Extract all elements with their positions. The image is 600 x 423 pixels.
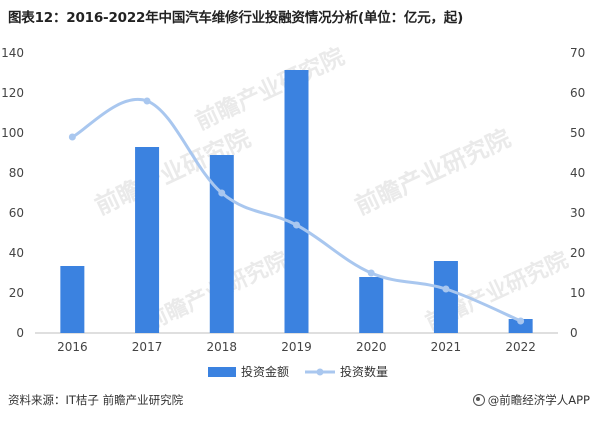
x-tick-label: 2017 — [132, 340, 163, 354]
y-left-tick-label: 60 — [9, 206, 24, 220]
y-right-tick-label: 40 — [570, 166, 585, 180]
y-right-tick-label: 20 — [570, 246, 585, 260]
x-tick-label: 2022 — [505, 340, 536, 354]
y-right-tick-label: 70 — [570, 46, 585, 60]
bar — [60, 266, 85, 333]
legend-bar-swatch — [208, 367, 236, 377]
chart-title: 图表12：2016-2022年中国汽车维修行业投融资情况分析(单位：亿元，起) — [8, 10, 464, 26]
bar — [433, 261, 458, 333]
y-right-tick-label: 60 — [570, 86, 585, 100]
watermark-text: 前瞻产业研究院 — [191, 43, 348, 136]
watermark-text: 前瞻产业研究院 — [351, 124, 515, 220]
brand-logo-icon — [472, 394, 485, 406]
line-point — [293, 221, 300, 229]
line-point — [218, 189, 226, 197]
bar — [135, 147, 160, 333]
legend-line-label: 投资数量 — [340, 364, 388, 379]
x-tick-label: 2016 — [57, 340, 88, 354]
y-left-tick-label: 20 — [9, 286, 24, 300]
legend: 投资金额 投资数量 — [208, 364, 388, 379]
line-point — [143, 97, 151, 105]
x-tick-label: 2018 — [207, 340, 238, 354]
bar — [508, 319, 533, 333]
y-left-tick-label: 40 — [9, 246, 24, 260]
line-point — [442, 285, 450, 293]
y-left-tick-label: 120 — [1, 86, 24, 100]
x-tick-label: 2020 — [356, 340, 387, 354]
y-left-tick-label: 100 — [1, 126, 24, 140]
y-right-tick-label: 50 — [570, 126, 585, 140]
x-tick-label: 2019 — [281, 340, 312, 354]
line-point — [517, 317, 525, 325]
legend-bar-label: 投资金额 — [241, 364, 289, 379]
line-point — [68, 133, 76, 141]
brand-text: @前瞻经济学人APP — [487, 393, 590, 407]
y-right-tick-label: 0 — [570, 326, 578, 340]
watermarks: 前瞻产业研究院前瞻产业研究院前瞻产业研究院前瞻产业研究院前瞻产业研究院 — [91, 43, 572, 336]
bar — [284, 70, 309, 333]
line-point — [367, 269, 375, 277]
y-left-tick-label: 0 — [16, 326, 24, 340]
x-tick-label: 2021 — [431, 340, 462, 354]
line-series — [68, 97, 525, 325]
legend-line-marker — [316, 368, 324, 376]
bar-series — [60, 70, 533, 333]
y-right-tick-label: 30 — [570, 206, 585, 220]
y-left-tick-label: 80 — [9, 166, 24, 180]
source-note: 资料来源：IT桔子 前瞻产业研究院 — [8, 393, 184, 407]
y-left-tick-label: 140 — [1, 46, 24, 60]
bar — [209, 155, 234, 333]
bar — [359, 277, 384, 333]
brand-credit: @前瞻经济学人APP — [472, 392, 590, 408]
y-right-tick-label: 10 — [570, 286, 585, 300]
